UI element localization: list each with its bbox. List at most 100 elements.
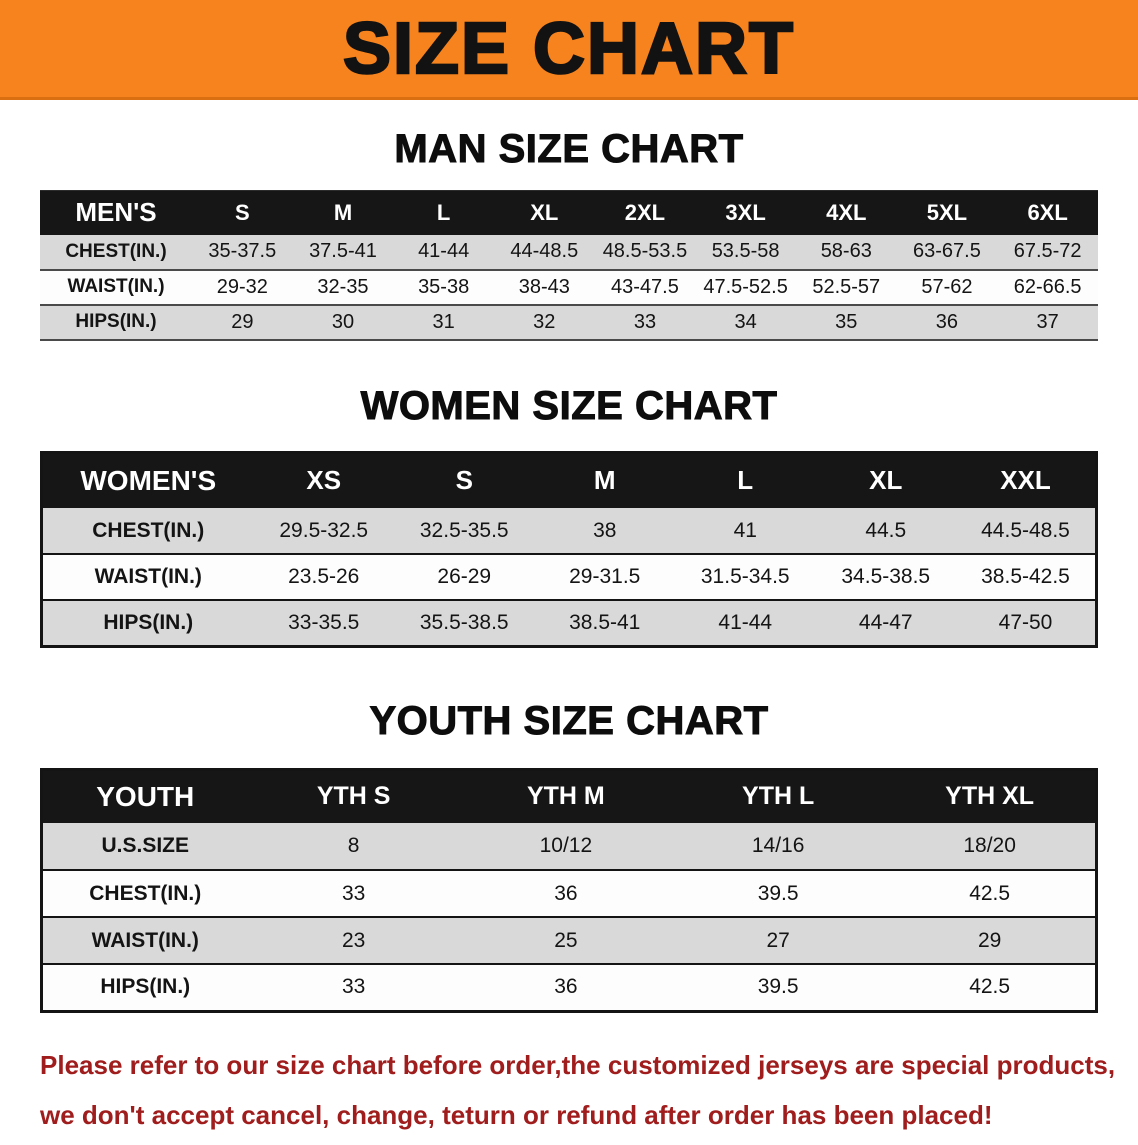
- women-value-cell: 23.5-26: [253, 554, 394, 601]
- men-value-cell: 32: [493, 304, 595, 341]
- men-value-cell: 43-47.5: [594, 269, 696, 306]
- men-header-row: MEN'S S M L XL 2XL 3XL 4XL 5XL 6XL: [40, 190, 1098, 235]
- page-title: SIZE CHART: [342, 8, 795, 89]
- men-value-cell: 34: [695, 304, 796, 341]
- youth-value-cell: 39.5: [672, 964, 885, 1012]
- men-value-cell: 44-48.5: [493, 234, 595, 271]
- men-size-header-cell: M: [292, 190, 394, 235]
- youth-row-label-cell: HIPS(IN.): [41, 964, 248, 1012]
- youth-table-row: CHEST(IN.) 33 36 39.5 42.5: [41, 870, 1097, 918]
- youth-value-cell: 33: [247, 964, 460, 1012]
- women-value-cell: 34.5-38.5: [815, 554, 956, 601]
- men-value-cell: 37.5-41: [292, 234, 394, 271]
- youth-header-row: YOUTH YTH S YTH M YTH L YTH XL: [41, 769, 1097, 823]
- women-table-row: HIPS(IN.) 33-35.5 35.5-38.5 38.5-41 41-44 44-…: [41, 600, 1097, 647]
- men-value-cell: 35-37.5: [192, 234, 293, 271]
- men-value-cell: 41-44: [393, 234, 494, 271]
- youth-value-cell: 29: [884, 917, 1097, 965]
- men-value-cell: 32-35: [292, 269, 394, 306]
- men-value-cell: 37: [997, 304, 1098, 341]
- men-value-cell: 38-43: [493, 269, 595, 306]
- men-value-cell: 36: [896, 304, 998, 341]
- youth-value-cell: 14/16: [672, 823, 885, 871]
- women-value-cell: 26-29: [394, 554, 535, 601]
- disclaimer-line-2: we don't accept cancel, change, teturn o…: [40, 1099, 993, 1130]
- men-row-label-cell: WAIST(IN.): [40, 269, 192, 306]
- men-value-cell: 31: [393, 304, 494, 341]
- women-value-cell: 44-47: [815, 600, 956, 647]
- youth-value-cell: 42.5: [884, 870, 1097, 918]
- men-size-header-cell: L: [393, 190, 494, 235]
- men-value-cell: 53.5-58: [695, 234, 796, 271]
- youth-section-heading: YOUTH SIZE CHART: [369, 698, 769, 743]
- women-value-cell: 41-44: [675, 600, 816, 647]
- women-value-cell: 38.5-41: [534, 600, 675, 647]
- youth-value-cell: 27: [672, 917, 885, 965]
- women-row-label-cell: WAIST(IN.): [41, 554, 254, 601]
- youth-value-cell: 36: [459, 964, 672, 1012]
- women-value-cell: 41: [675, 508, 816, 555]
- men-section-heading: MAN SIZE CHART: [394, 127, 744, 172]
- women-value-cell: 29-31.5: [534, 554, 675, 601]
- men-size-header-cell: XL: [493, 190, 595, 235]
- men-value-cell: 30: [292, 304, 394, 341]
- disclaimer-line-1: Please refer to our size chart before or…: [40, 1049, 1116, 1080]
- women-table-row: CHEST(IN.) 29.5-32.5 32.5-35.5 38 41 44.5 44.5…: [41, 508, 1097, 555]
- men-value-cell: 29: [192, 304, 293, 341]
- men-table-row: CHEST(IN.) 35-37.5 37.5-41 41-44 44-48.5 48.5…: [40, 234, 1098, 271]
- men-table-title-cell: MEN'S: [40, 190, 192, 235]
- youth-value-cell: 8: [247, 823, 460, 871]
- youth-value-cell: 18/20: [884, 823, 1097, 871]
- men-value-cell: 57-62: [896, 269, 998, 306]
- women-value-cell: 38.5-42.5: [956, 554, 1097, 601]
- youth-value-cell: 42.5: [884, 964, 1097, 1012]
- men-value-cell: 35-38: [393, 269, 494, 306]
- women-value-cell: 38: [534, 508, 675, 555]
- youth-table-title-cell: YOUTH: [41, 769, 248, 823]
- youth-value-cell: 33: [247, 870, 460, 918]
- women-value-cell: 29.5-32.5: [253, 508, 394, 555]
- men-value-cell: 48.5-53.5: [594, 234, 696, 271]
- women-section-heading: WOMEN SIZE CHART: [360, 383, 778, 428]
- men-table-row: HIPS(IN.) 29 30 31 32 33 34 35 36 37: [40, 304, 1098, 341]
- youth-size-header-cell: YTH XL: [884, 769, 1097, 823]
- men-value-cell: 62-66.5: [997, 269, 1098, 306]
- women-size-header-cell: L: [675, 452, 816, 508]
- youth-table-row: WAIST(IN.) 23 25 27 29: [41, 917, 1097, 965]
- men-value-cell: 47.5-52.5: [695, 269, 796, 306]
- youth-row-label-cell: CHEST(IN.): [41, 870, 248, 918]
- youth-table-row: HIPS(IN.) 33 36 39.5 42.5: [41, 964, 1097, 1012]
- men-value-cell: 63-67.5: [896, 234, 998, 271]
- men-size-header-cell: S: [192, 190, 293, 235]
- men-size-section: MAN SIZE CHART MEN'S S M L XL 2XL 3XL 4XL 5XL 6XL…: [0, 126, 1138, 341]
- women-table-title-cell: WOMEN'S: [41, 452, 254, 508]
- men-size-table: MEN'S S M L XL 2XL 3XL 4XL 5XL 6XL CHEST(IN.) 35-37…: [40, 190, 1098, 341]
- women-size-header-cell: S: [394, 452, 535, 508]
- men-value-cell: 52.5-57: [795, 269, 897, 306]
- women-size-section: WOMEN SIZE CHART WOMEN'S XS S M L XL XXL CHEST(…: [0, 383, 1138, 648]
- women-value-cell: 47-50: [956, 600, 1097, 647]
- women-size-header-cell: XXL: [956, 452, 1097, 508]
- banner: SIZE CHART: [0, 0, 1138, 100]
- youth-value-cell: 36: [459, 870, 672, 918]
- women-table-row: WAIST(IN.) 23.5-26 26-29 29-31.5 31.5-34.5 34…: [41, 554, 1097, 601]
- men-size-header-cell: 5XL: [896, 190, 998, 235]
- men-size-header-cell: 3XL: [695, 190, 796, 235]
- men-size-header-cell: 4XL: [795, 190, 897, 235]
- women-value-cell: 33-35.5: [253, 600, 394, 647]
- youth-value-cell: 25: [459, 917, 672, 965]
- women-size-header-cell: M: [534, 452, 675, 508]
- women-row-label-cell: HIPS(IN.): [41, 600, 254, 647]
- youth-table-row: U.S.SIZE 8 10/12 14/16 18/20: [41, 823, 1097, 871]
- women-value-cell: 35.5-38.5: [394, 600, 535, 647]
- women-row-label-cell: CHEST(IN.): [41, 508, 254, 555]
- men-value-cell: 35: [795, 304, 897, 341]
- men-size-header-cell: 2XL: [594, 190, 696, 235]
- youth-size-header-cell: YTH L: [672, 769, 885, 823]
- youth-size-header-cell: YTH M: [459, 769, 672, 823]
- women-header-row: WOMEN'S XS S M L XL XXL: [41, 452, 1097, 508]
- men-row-label-cell: CHEST(IN.): [40, 234, 192, 271]
- youth-value-cell: 23: [247, 917, 460, 965]
- women-value-cell: 44.5: [815, 508, 956, 555]
